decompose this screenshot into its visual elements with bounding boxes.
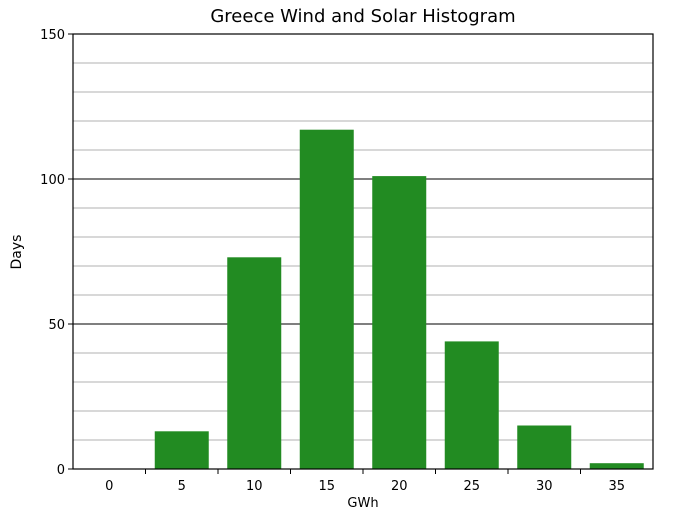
bar-20 <box>372 176 427 469</box>
x-tick-label: 30 <box>536 479 553 494</box>
y-tick-label: 0 <box>57 463 65 478</box>
x-tick-label: 35 <box>608 479 625 494</box>
x-tick-label: 20 <box>391 479 408 494</box>
x-tick-label: 15 <box>318 479 335 494</box>
plot-frame <box>72 33 654 470</box>
bar-10 <box>227 257 282 469</box>
y-axis-label: Days <box>9 235 25 270</box>
bar-15 <box>299 129 354 469</box>
x-axis-label: GWh <box>347 496 378 511</box>
x-tick-label: 25 <box>463 479 480 494</box>
bar-30 <box>517 425 572 469</box>
y-tick-label: 100 <box>40 173 65 188</box>
x-tick-label: 0 <box>105 479 113 494</box>
y-tick-label: 150 <box>40 28 65 43</box>
bar-35 <box>589 463 644 469</box>
bar-5 <box>154 431 209 469</box>
y-tick-label: 50 <box>48 318 65 333</box>
x-tick-label: 5 <box>178 479 186 494</box>
x-tick-label: 10 <box>246 479 263 494</box>
chart-title: Greece Wind and Solar Histogram <box>210 6 515 27</box>
bar-25 <box>444 341 499 469</box>
